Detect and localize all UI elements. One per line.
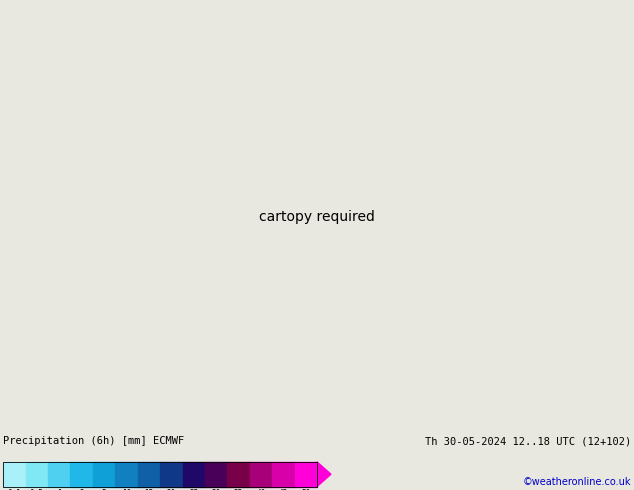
Bar xyxy=(205,462,228,487)
Text: 2: 2 xyxy=(79,489,84,490)
Text: 45: 45 xyxy=(279,489,288,490)
Text: 0.1: 0.1 xyxy=(8,489,22,490)
Text: Th 30-05-2024 12..18 UTC (12+102): Th 30-05-2024 12..18 UTC (12+102) xyxy=(425,437,631,446)
Text: 35: 35 xyxy=(234,489,243,490)
Bar xyxy=(138,462,160,487)
Text: 50: 50 xyxy=(301,489,311,490)
Bar xyxy=(3,462,25,487)
Bar xyxy=(25,462,48,487)
Bar xyxy=(3,462,317,487)
Bar xyxy=(93,462,115,487)
Text: Precipitation (6h) [mm] ECMWF: Precipitation (6h) [mm] ECMWF xyxy=(3,437,184,446)
Text: cartopy required: cartopy required xyxy=(259,210,375,224)
Bar xyxy=(70,462,93,487)
Text: 20: 20 xyxy=(167,489,176,490)
Text: 1: 1 xyxy=(57,489,61,490)
Bar xyxy=(272,462,295,487)
Text: 25: 25 xyxy=(189,489,198,490)
Bar xyxy=(228,462,250,487)
Text: ©weatheronline.co.uk: ©weatheronline.co.uk xyxy=(522,477,631,487)
Text: 15: 15 xyxy=(145,489,153,490)
Polygon shape xyxy=(317,462,331,487)
Bar xyxy=(183,462,205,487)
Bar xyxy=(48,462,70,487)
Text: 40: 40 xyxy=(256,489,266,490)
Bar xyxy=(295,462,317,487)
Text: 0.5: 0.5 xyxy=(30,489,44,490)
Bar xyxy=(160,462,183,487)
Bar xyxy=(115,462,138,487)
Bar xyxy=(250,462,272,487)
Text: 5: 5 xyxy=(101,489,107,490)
Text: 30: 30 xyxy=(212,489,221,490)
Text: 10: 10 xyxy=(122,489,131,490)
